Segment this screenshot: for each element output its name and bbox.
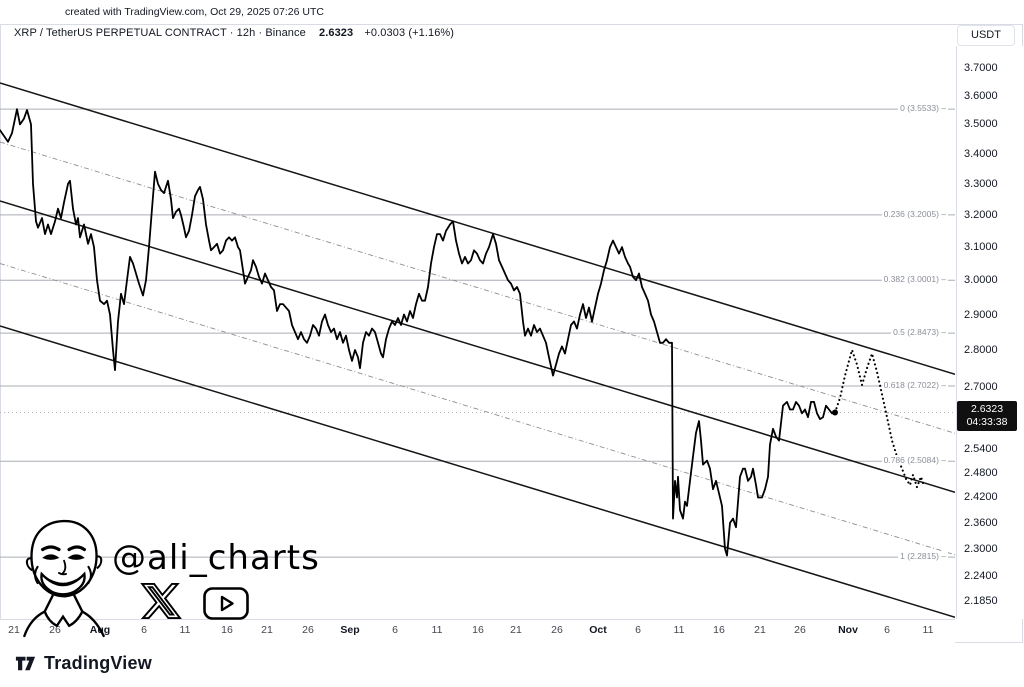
price-axis-tick: 2.7000 [964, 380, 998, 393]
price-axis[interactable]: 3.7000 3.6000 3.5000 3.4000 3.3000 3.2000 3.10… [956, 46, 1023, 619]
ali-avatar-drawing [23, 519, 105, 638]
price-axis-tick: 2.9000 [964, 308, 998, 321]
header-last-price: 2.6323 [318, 27, 354, 39]
price-axis-tick: 2.4200 [964, 491, 998, 504]
x-twitter-icon [140, 582, 182, 620]
watermark-handle: @ali_charts [112, 538, 320, 578]
time-axis-tick-11: 11 [431, 624, 443, 636]
symbol-header: XRP / TetherUS PERPETUAL CONTRACT · 12h … [14, 27, 454, 39]
time-axis-tick-11: 11 [922, 624, 934, 636]
time-axis-tick-6: 6 [141, 624, 147, 636]
time-axis-tick-16: 16 [221, 624, 233, 636]
time-axis-tick-21: 21 [754, 624, 766, 636]
time-axis-tick-21: 21 [510, 624, 522, 636]
price-axis-tick: 3.3000 [964, 177, 998, 190]
price-axis-tick: 3.6000 [964, 89, 998, 102]
time-axis-tick-Nov: Nov [838, 624, 858, 636]
chart-plot-area[interactable] [0, 46, 955, 619]
price-axis-tick: 2.4800 [964, 466, 998, 479]
channel-inner-line-1[interactable] [0, 263, 955, 556]
badge-price: 2.6323 [970, 403, 1004, 416]
channel-inner-line-0[interactable] [0, 141, 955, 434]
price-axis-tick: 2.3600 [964, 516, 998, 529]
symbol-title: XRP / TetherUS PERPETUAL CONTRACT · 12h … [14, 27, 306, 39]
time-axis-tick-26: 26 [551, 624, 563, 636]
currency-toggle-button[interactable]: USDT [957, 25, 1015, 46]
series-price-line[interactable] [0, 108, 836, 557]
price-axis-tick: 2.1850 [964, 594, 998, 607]
fib-label-0.618: 0.618 (2.7022) – [881, 379, 948, 390]
time-axis-tick-11: 11 [179, 624, 191, 636]
series-projection[interactable] [833, 346, 925, 491]
price-axis-tick: 3.0000 [964, 274, 998, 287]
footer-bar: TradingView [0, 643, 1024, 687]
time-axis-tick-26: 26 [302, 624, 314, 636]
price-axis-tick: 2.3000 [964, 542, 998, 555]
time-axis-tick-16: 16 [472, 624, 484, 636]
channel-solid-line-0[interactable] [0, 82, 955, 375]
fib-label-0.5: 0.5 (2.8473) – [891, 327, 948, 338]
tradingview-logo: TradingView [14, 652, 152, 675]
time-axis[interactable]: 21 26 Aug 6 11 16 21 26 Sep 6 11 16 21 26 Oct 6 11 16 21 26… [0, 619, 955, 643]
time-axis-tick-26: 26 [49, 624, 61, 636]
time-axis-tick-26: 26 [794, 624, 806, 636]
fib-label-1: 1 (2.2815) – [898, 551, 948, 562]
time-axis-tick-16: 16 [713, 624, 725, 636]
badge-countdown: 04:33:38 [966, 416, 1008, 429]
channel-solid-line-1[interactable] [0, 200, 955, 493]
time-axis-tick-Sep: Sep [340, 624, 360, 636]
price-axis-tick: 2.8000 [964, 344, 998, 356]
attribution-text: created with TradingView.com, Oct 29, 20… [65, 6, 324, 18]
header-price-change: +0.0303 (+1.16%) [364, 27, 455, 39]
price-axis-tick: 3.4000 [964, 147, 998, 160]
time-axis-tick-6: 6 [392, 624, 398, 636]
tradingview-brand-text: TradingView [44, 653, 152, 673]
fib-label-0.786: 0.786 (2.5084) – [881, 455, 948, 466]
price-axis-tick: 3.5000 [964, 118, 998, 131]
youtube-icon [203, 587, 249, 620]
last-price-badge: 2.6323 04:33:38 [957, 401, 1017, 432]
fib-label-0.382: 0.382 (3.0001) – [881, 274, 948, 285]
time-axis-tick-6: 6 [884, 624, 890, 636]
fib-label-0: 0 (3.5533) – [898, 103, 948, 114]
last-price-dot [832, 409, 838, 416]
time-axis-tick-11: 11 [673, 624, 685, 636]
price-axis-tick: 2.2400 [964, 569, 998, 582]
price-axis-tick: 3.7000 [964, 62, 998, 75]
time-axis-tick-Oct: Oct [589, 624, 607, 636]
time-axis-tick-21: 21 [261, 624, 273, 636]
price-axis-tick: 3.2000 [964, 208, 998, 221]
channel-solid-line-2[interactable] [0, 325, 955, 618]
fib-label-0.236: 0.236 (3.2005) – [881, 208, 948, 219]
price-axis-tick: 2.5400 [964, 442, 998, 455]
tradingview-logo-icon [15, 656, 36, 671]
price-axis-tick: 3.1000 [964, 241, 998, 254]
time-axis-tick-21: 21 [8, 624, 20, 636]
time-axis-tick-6: 6 [635, 624, 641, 636]
